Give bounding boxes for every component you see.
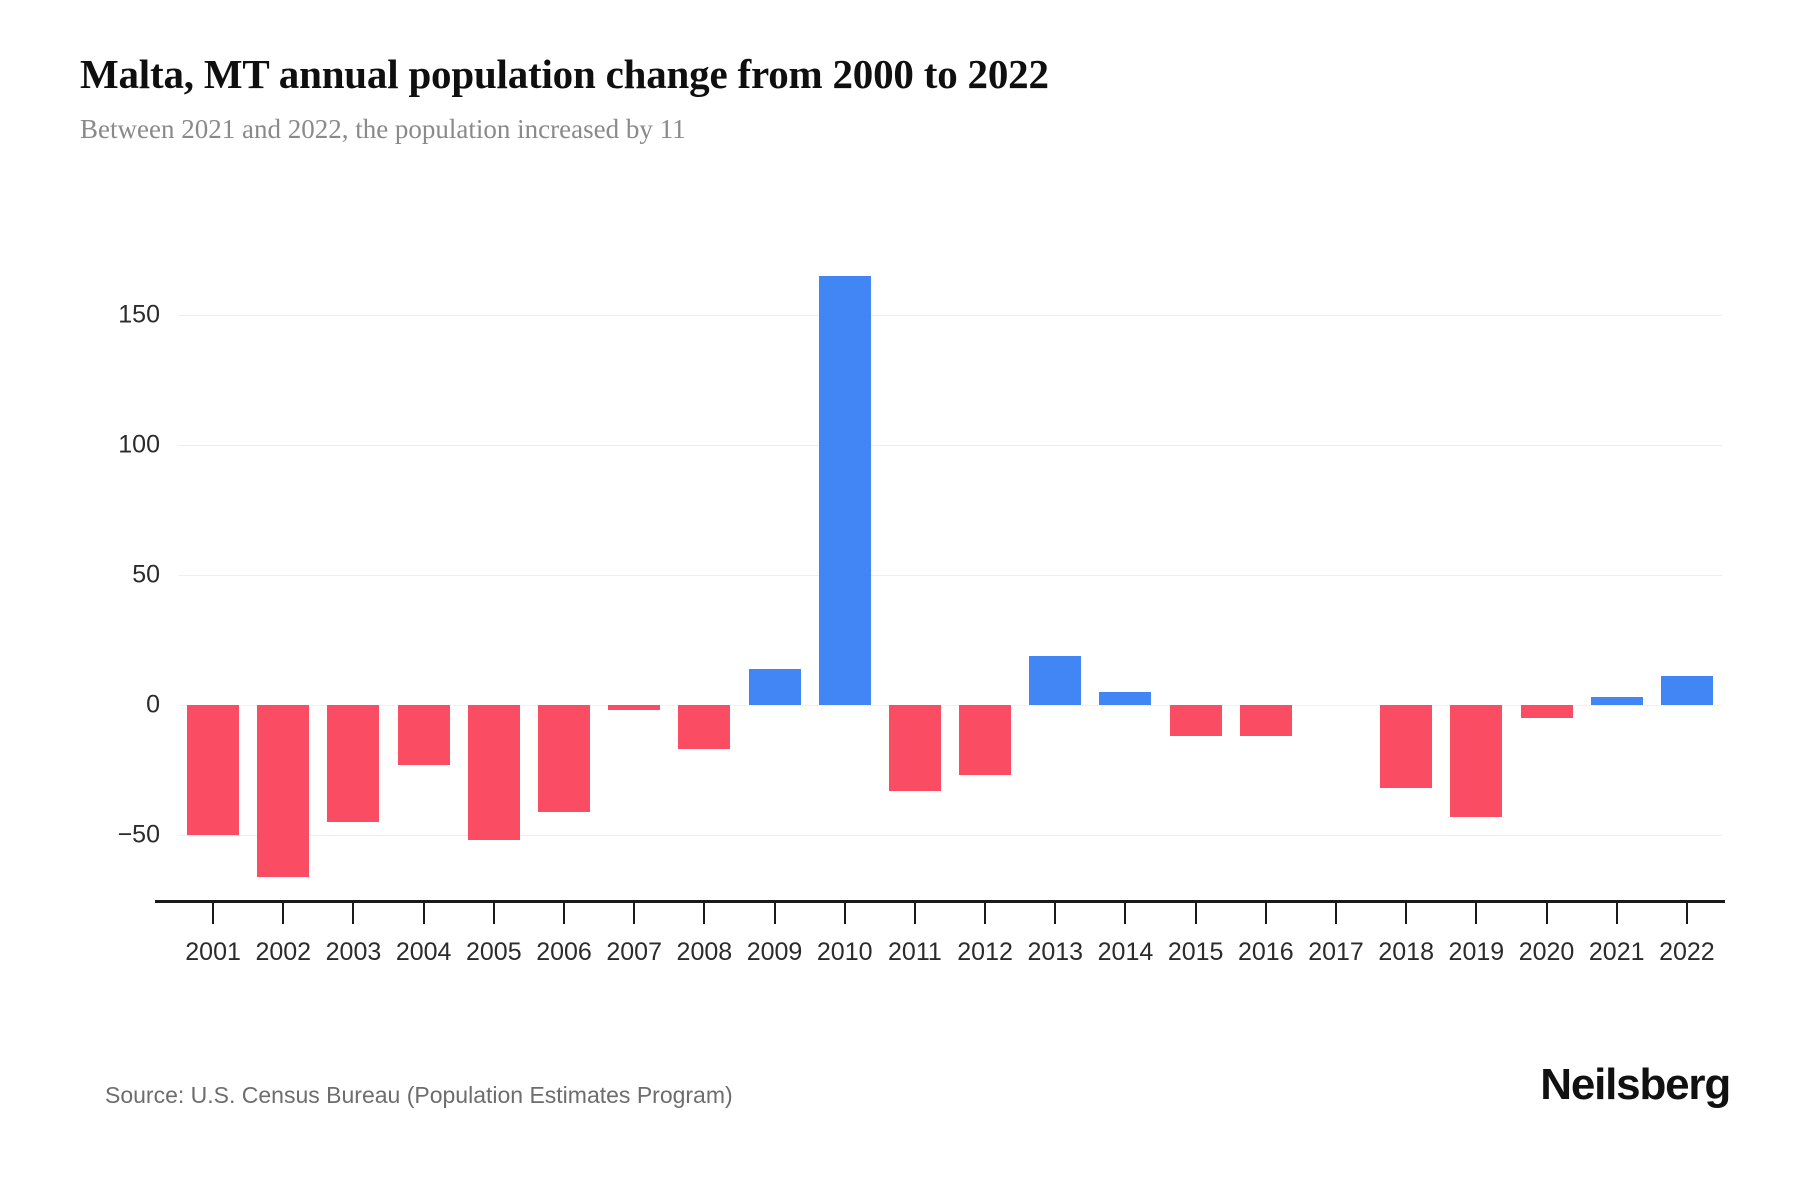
bar[interactable] <box>397 705 450 765</box>
x-axis-tick-label: 2001 <box>185 938 241 966</box>
x-axis-tick <box>1054 900 1057 924</box>
gridline <box>178 835 1722 836</box>
bar[interactable] <box>888 705 941 791</box>
bar[interactable] <box>327 705 380 822</box>
x-axis-tick-label: 2018 <box>1378 938 1434 966</box>
bar[interactable] <box>1099 692 1152 705</box>
x-axis-tick <box>352 900 355 924</box>
x-axis-tick-label: 2004 <box>395 938 452 966</box>
y-axis-tick-label: 150 <box>118 300 160 329</box>
x-axis-tick-label: 2012 <box>957 938 1013 966</box>
x-axis-tick-label: 2022 <box>1659 938 1715 966</box>
x-axis-line <box>155 900 1725 903</box>
x-axis-tick-label: 2003 <box>325 938 382 966</box>
x-axis-tick <box>703 900 706 924</box>
bar[interactable] <box>1380 705 1433 789</box>
x-axis-tick <box>1615 900 1618 924</box>
x-axis-tick-label: 2007 <box>606 938 662 966</box>
bar[interactable] <box>748 668 801 705</box>
bar[interactable] <box>467 705 520 841</box>
bar[interactable] <box>1520 705 1573 718</box>
y-axis-labels: −50 0 50 100 150 <box>0 250 160 900</box>
y-axis-tick-label: 0 <box>146 690 160 719</box>
x-axis-tick <box>422 900 425 924</box>
bar[interactable] <box>1590 697 1643 705</box>
x-axis-tick-label: 2009 <box>746 938 803 966</box>
bar-series <box>178 250 1722 900</box>
page-title: Malta, MT annual population change from … <box>80 51 1049 97</box>
x-axis-tick <box>1335 900 1337 924</box>
x-axis-tick-label: 2021 <box>1588 938 1645 966</box>
x-axis-tick <box>1685 900 1688 924</box>
chart-header: Malta, MT annual population change from … <box>80 50 1720 146</box>
x-axis-tick <box>1194 900 1197 924</box>
x-axis-tick <box>212 900 215 924</box>
gridline <box>178 575 1722 576</box>
x-axis-tick-label: 2011 <box>888 938 942 966</box>
x-axis-tick-label: 2010 <box>816 938 873 966</box>
bar[interactable] <box>678 705 731 750</box>
x-axis-tick <box>1475 900 1478 924</box>
chart-subtitle: Between 2021 and 2022, the population in… <box>80 114 686 145</box>
x-axis-tick-label: 2017 <box>1308 938 1364 966</box>
x-axis-tick-label: 2005 <box>466 938 522 966</box>
bar[interactable] <box>1029 655 1082 705</box>
bar[interactable] <box>257 705 310 877</box>
x-axis-tick <box>633 900 636 924</box>
x-axis-tick <box>1405 900 1408 924</box>
x-axis-tick-label: 2006 <box>536 938 592 966</box>
x-axis-tick-label: 2020 <box>1518 938 1575 966</box>
plot-canvas <box>178 250 1722 900</box>
y-axis-tick-label: 100 <box>118 430 160 459</box>
x-axis-tick <box>773 900 776 924</box>
x-axis-tick <box>1124 900 1127 924</box>
x-axis-tick <box>492 900 495 924</box>
x-axis-tick-label: 2019 <box>1448 938 1505 966</box>
x-axis-tick <box>843 900 846 924</box>
x-axis-tick-label: 2014 <box>1097 938 1154 966</box>
x-axis-tick <box>913 900 916 924</box>
x-axis-tick-label: 2008 <box>676 938 733 966</box>
bar[interactable] <box>818 276 871 705</box>
bar[interactable] <box>1169 705 1222 737</box>
bar[interactable] <box>1239 705 1292 737</box>
y-axis-tick-label: 50 <box>132 560 160 589</box>
source-note: Source: U.S. Census Bureau (Population E… <box>105 1082 733 1108</box>
x-axis-tick-label: 2015 <box>1167 938 1224 966</box>
bar[interactable] <box>538 705 590 812</box>
x-axis-tick <box>282 900 285 924</box>
x-axis-tick-label: 2013 <box>1027 938 1084 966</box>
gridline <box>178 705 1722 706</box>
x-axis-ticks <box>178 900 1722 926</box>
brand-logo: Neilsberg <box>1540 1060 1731 1109</box>
bar[interactable] <box>187 705 240 835</box>
x-axis-tick-label: 2016 <box>1238 938 1294 966</box>
x-axis-tick <box>1545 900 1548 924</box>
gridline <box>178 445 1722 446</box>
x-axis-tick <box>984 900 987 924</box>
x-axis-labels: 2001 2002 2003 2004 2005 2006 2007 2008 2009 2010… <box>178 938 1722 978</box>
bar[interactable] <box>608 705 661 711</box>
bar[interactable] <box>1660 676 1713 705</box>
x-axis-tick-label: 2002 <box>255 938 312 966</box>
x-axis-tick <box>563 900 565 924</box>
x-axis-tick <box>1264 900 1267 924</box>
bar[interactable] <box>1450 705 1503 817</box>
y-axis-tick-label: −50 <box>117 820 160 849</box>
gridline <box>178 315 1722 316</box>
bar[interactable] <box>959 705 1012 776</box>
